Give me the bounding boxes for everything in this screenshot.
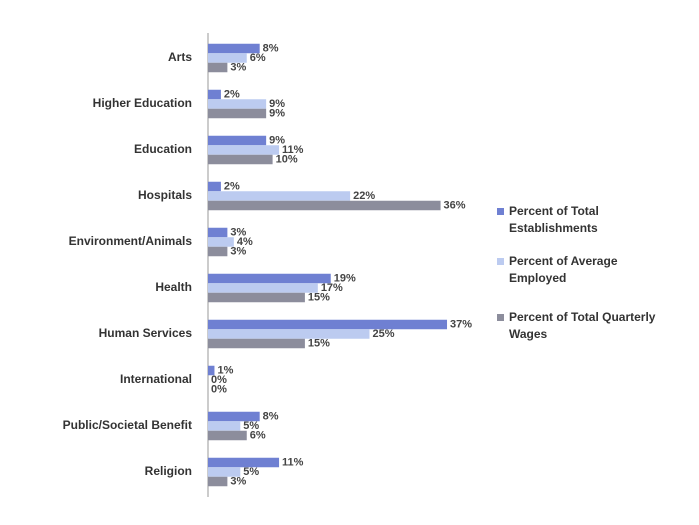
bar xyxy=(208,292,305,303)
category-label: Hospitals xyxy=(138,188,192,202)
value-label: 9% xyxy=(269,134,285,146)
value-label: 3% xyxy=(230,475,246,487)
legend-swatch xyxy=(497,208,504,215)
value-label: 11% xyxy=(282,456,304,468)
bar xyxy=(208,89,221,100)
value-label: 15% xyxy=(308,337,330,349)
value-label: 17% xyxy=(321,282,343,294)
value-label: 5% xyxy=(243,420,259,432)
category-label: Health xyxy=(155,280,192,294)
bar xyxy=(208,365,215,376)
value-label: 5% xyxy=(243,466,259,478)
value-label: 2% xyxy=(224,180,240,192)
value-label: 2% xyxy=(224,88,240,100)
category-label: Environment/Animals xyxy=(69,234,193,248)
value-label: 8% xyxy=(263,410,279,422)
bar xyxy=(208,200,441,211)
value-label: 9% xyxy=(269,107,285,119)
bar xyxy=(208,43,260,54)
value-label: 9% xyxy=(269,98,285,110)
value-label: 37% xyxy=(450,318,472,330)
bar xyxy=(208,108,267,119)
legend-label: Percent of Total Establishments xyxy=(509,204,602,235)
category-label: Education xyxy=(134,142,192,156)
value-label: 1% xyxy=(217,364,233,376)
legend-swatch xyxy=(497,314,504,321)
value-label: 15% xyxy=(308,291,330,303)
category-label: Arts xyxy=(168,50,192,64)
bar xyxy=(208,430,247,441)
legend-swatch xyxy=(497,258,504,265)
bar xyxy=(208,476,228,487)
bar xyxy=(208,237,234,247)
value-label: 6% xyxy=(250,429,266,441)
bar xyxy=(208,467,241,477)
bar xyxy=(208,135,267,146)
bar xyxy=(208,338,305,349)
bar xyxy=(208,329,370,339)
value-label: 6% xyxy=(250,52,266,64)
bar xyxy=(208,246,228,257)
bar xyxy=(208,273,331,284)
category-label: Religion xyxy=(145,464,192,478)
bar xyxy=(208,53,247,63)
value-label: 10% xyxy=(276,153,298,165)
category-label: Human Services xyxy=(99,326,193,340)
legend-label: Percent of Total Quarterly Wages xyxy=(509,310,659,341)
bar xyxy=(208,421,241,431)
bar xyxy=(208,191,351,201)
category-label: International xyxy=(120,372,192,386)
value-label: 8% xyxy=(263,42,279,54)
value-label: 36% xyxy=(444,199,466,211)
value-label: 22% xyxy=(353,190,375,202)
bar xyxy=(208,99,267,109)
bar xyxy=(208,62,228,73)
value-label: 3% xyxy=(230,226,246,238)
category-label: Public/Societal Benefit xyxy=(63,418,192,432)
value-label: 19% xyxy=(334,272,356,284)
value-label: 3% xyxy=(230,61,246,73)
bar xyxy=(208,411,260,422)
value-label: 11% xyxy=(282,144,304,156)
bar xyxy=(208,283,318,293)
legend-label: Percent of Average Employed xyxy=(509,254,621,285)
bar xyxy=(208,154,273,165)
bar xyxy=(208,181,221,192)
value-label: 25% xyxy=(373,328,395,340)
bar xyxy=(208,319,448,330)
bar xyxy=(208,145,280,155)
bar xyxy=(208,457,280,468)
value-label: 3% xyxy=(230,245,246,257)
value-label: 4% xyxy=(237,236,253,248)
value-label: 0% xyxy=(211,383,227,395)
category-label: Higher Education xyxy=(93,96,192,110)
bar xyxy=(208,227,228,238)
value-label: 0% xyxy=(211,374,227,386)
